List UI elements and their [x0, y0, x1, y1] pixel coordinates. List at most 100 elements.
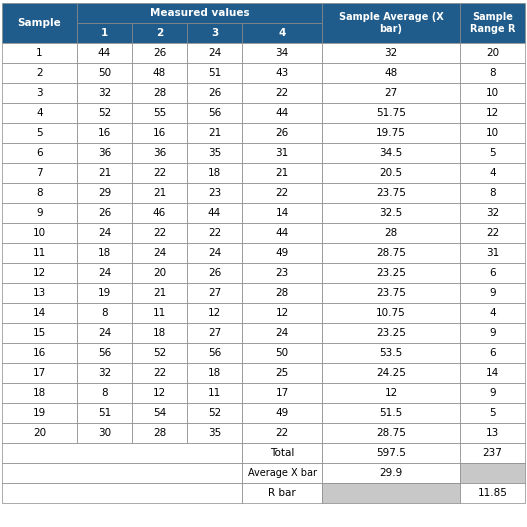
- Text: 34: 34: [276, 48, 289, 58]
- Bar: [132, 123, 187, 143]
- Text: 28: 28: [153, 428, 166, 438]
- Bar: [460, 423, 525, 443]
- Bar: [2, 403, 77, 423]
- Bar: [77, 23, 132, 43]
- Text: 12: 12: [486, 108, 499, 118]
- Text: 24: 24: [153, 248, 166, 258]
- Bar: [77, 103, 132, 123]
- Text: 8: 8: [101, 308, 108, 318]
- Bar: [322, 443, 460, 463]
- Bar: [322, 83, 460, 103]
- Bar: [132, 223, 187, 243]
- Bar: [132, 103, 187, 123]
- Text: 9: 9: [36, 208, 43, 218]
- Bar: [242, 463, 322, 483]
- Text: 10: 10: [486, 128, 499, 138]
- Text: 48: 48: [153, 68, 166, 78]
- Text: 4: 4: [489, 308, 496, 318]
- Text: 49: 49: [276, 408, 289, 418]
- Text: 20.5: 20.5: [379, 168, 403, 178]
- Text: 31: 31: [486, 248, 499, 258]
- Text: 4: 4: [489, 168, 496, 178]
- Text: 22: 22: [276, 428, 289, 438]
- Text: 10: 10: [33, 228, 46, 238]
- Bar: [242, 183, 322, 203]
- Text: 16: 16: [33, 348, 46, 358]
- Bar: [322, 323, 460, 343]
- Bar: [77, 223, 132, 243]
- Text: 3: 3: [211, 28, 218, 38]
- Text: 11.85: 11.85: [477, 488, 508, 498]
- Text: 12: 12: [33, 268, 46, 278]
- Text: 27: 27: [208, 288, 221, 298]
- Text: 21: 21: [98, 168, 111, 178]
- Bar: [187, 223, 242, 243]
- Bar: [77, 403, 132, 423]
- Text: 20: 20: [486, 48, 499, 58]
- Bar: [322, 483, 460, 503]
- Bar: [187, 103, 242, 123]
- Text: 22: 22: [153, 368, 166, 378]
- Bar: [132, 243, 187, 263]
- Text: 12: 12: [153, 388, 166, 398]
- Bar: [460, 3, 525, 43]
- Bar: [460, 283, 525, 303]
- Text: 6: 6: [489, 268, 496, 278]
- Bar: [460, 203, 525, 223]
- Text: 24: 24: [276, 328, 289, 338]
- Bar: [322, 203, 460, 223]
- Bar: [322, 343, 460, 363]
- Bar: [132, 63, 187, 83]
- Text: 25: 25: [276, 368, 289, 378]
- Text: 9: 9: [489, 288, 496, 298]
- Bar: [242, 263, 322, 283]
- Text: 8: 8: [101, 388, 108, 398]
- Bar: [322, 303, 460, 323]
- Text: 44: 44: [276, 228, 289, 238]
- Bar: [322, 3, 460, 43]
- Text: 19.75: 19.75: [376, 128, 406, 138]
- Bar: [242, 43, 322, 63]
- Bar: [460, 483, 525, 503]
- Text: 20: 20: [33, 428, 46, 438]
- Text: 18: 18: [208, 368, 221, 378]
- Bar: [242, 243, 322, 263]
- Bar: [77, 83, 132, 103]
- Text: 35: 35: [208, 428, 221, 438]
- Text: 23.75: 23.75: [376, 288, 406, 298]
- Bar: [77, 263, 132, 283]
- Bar: [2, 83, 77, 103]
- Bar: [242, 423, 322, 443]
- Bar: [322, 163, 460, 183]
- Text: 23: 23: [208, 188, 221, 198]
- Text: 5: 5: [489, 148, 496, 158]
- Bar: [132, 183, 187, 203]
- Text: 43: 43: [276, 68, 289, 78]
- Text: 1: 1: [101, 28, 108, 38]
- Text: 24: 24: [98, 228, 111, 238]
- Bar: [132, 363, 187, 383]
- Bar: [132, 163, 187, 183]
- Bar: [77, 163, 132, 183]
- Text: 8: 8: [36, 188, 43, 198]
- Text: 16: 16: [98, 128, 111, 138]
- Bar: [460, 263, 525, 283]
- Bar: [460, 143, 525, 163]
- Bar: [460, 363, 525, 383]
- Text: 12: 12: [384, 388, 398, 398]
- Bar: [2, 183, 77, 203]
- Bar: [2, 43, 77, 63]
- Text: 32.5: 32.5: [379, 208, 403, 218]
- Bar: [2, 383, 77, 403]
- Bar: [242, 443, 322, 463]
- Bar: [242, 383, 322, 403]
- Bar: [322, 123, 460, 143]
- Text: 24: 24: [98, 328, 111, 338]
- Text: 44: 44: [276, 108, 289, 118]
- Bar: [460, 63, 525, 83]
- Bar: [2, 103, 77, 123]
- Bar: [2, 3, 77, 43]
- Bar: [242, 103, 322, 123]
- Text: 11: 11: [33, 248, 46, 258]
- Text: 22: 22: [153, 168, 166, 178]
